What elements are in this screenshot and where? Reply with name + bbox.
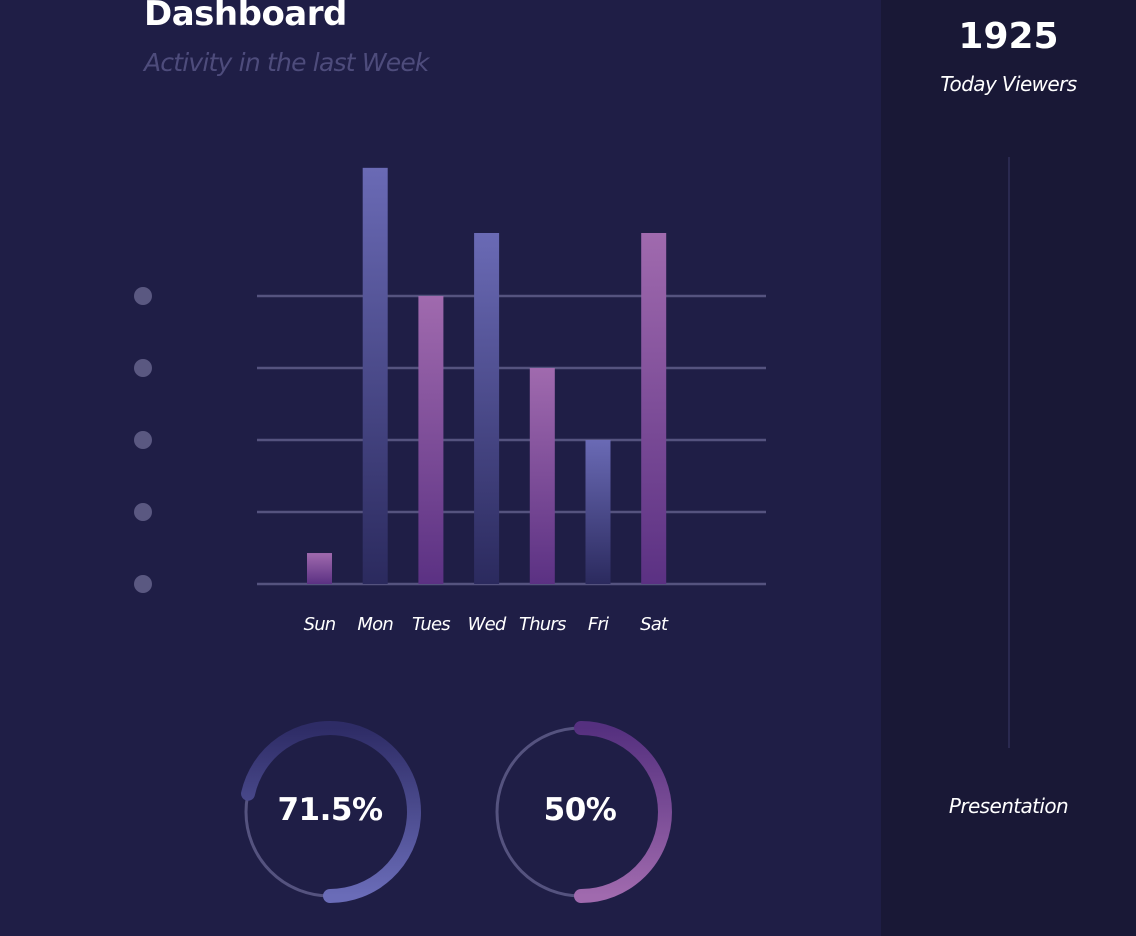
bar-tues [418, 296, 444, 584]
gauge-value-1: 71.5% [277, 792, 383, 828]
bar-sat [641, 233, 667, 584]
gauge-value-2: 50% [543, 792, 617, 828]
bar-fri [585, 440, 611, 584]
axis-dot [134, 287, 152, 305]
page-subtitle: Activity in the last Week [144, 48, 429, 77]
presentation-link[interactable]: Presentation [948, 794, 1069, 818]
x-tick-label: Tues [412, 614, 450, 635]
x-tick-label: Sun [304, 614, 336, 635]
activity-bar-chart: Sun Mon Tues Wed Thurs Fri Sat [134, 167, 766, 903]
bar-sun [307, 553, 332, 584]
viewers-count: 1925 [958, 16, 1059, 57]
bar-thurs [529, 368, 555, 584]
axis-dot [134, 431, 152, 449]
sidebar: 1925 Today Viewers Presentation [881, 0, 1136, 936]
gauge-arc-1 [241, 721, 421, 903]
viewers-label: Today Viewers [940, 72, 1077, 96]
page-title: Dashboard [144, 0, 347, 34]
x-tick-label: Thurs [519, 614, 566, 635]
x-tick-label: Fri [588, 614, 609, 635]
sidebar-divider [1008, 157, 1010, 748]
bar-wed [474, 233, 500, 584]
axis-dot [134, 359, 152, 377]
axis-dot [134, 575, 152, 593]
x-tick-label: Mon [357, 614, 393, 635]
gauge-arc-2 [574, 721, 672, 903]
bar-mon [362, 167, 388, 584]
x-tick-label: Sat [640, 614, 669, 635]
x-tick-label: Wed [468, 614, 507, 635]
axis-dot [134, 503, 152, 521]
